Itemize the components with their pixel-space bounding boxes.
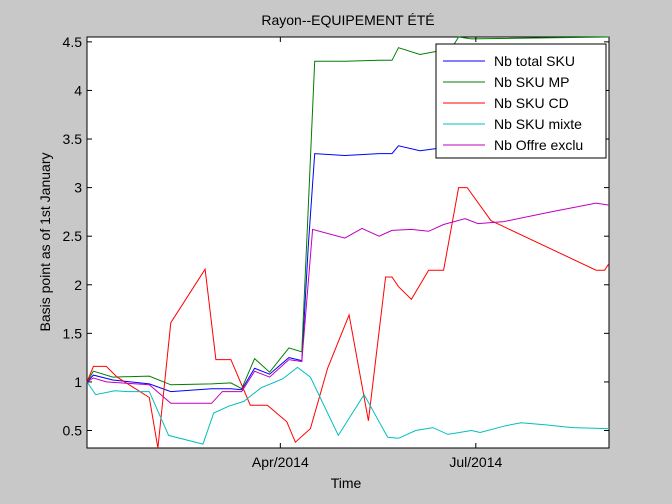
series-line-2 xyxy=(86,187,610,449)
chart-title: Rayon--EQUIPEMENT ÉTÉ xyxy=(261,12,434,28)
y-tick-label: 4.5 xyxy=(63,34,83,50)
y-axis-label: Basis point as of 1st January xyxy=(37,153,53,332)
series-line-3 xyxy=(86,366,610,445)
legend-label: Nb SKU MP xyxy=(494,74,569,90)
legend-label: Nb SKU mixte xyxy=(494,116,582,132)
x-tick-label: Jul/2014 xyxy=(449,454,502,470)
series-line-4 xyxy=(86,202,610,404)
legend-label: Nb SKU CD xyxy=(494,95,569,111)
legend: Nb total SKU Nb SKU MP Nb SKU CD Nb SKU mix… xyxy=(435,43,607,159)
y-tick-label: 1.5 xyxy=(63,325,83,341)
legend-label: Nb Offre exclu xyxy=(494,137,583,153)
y-tick-label: 3 xyxy=(74,180,82,196)
y-tick-label: 0.5 xyxy=(63,423,83,439)
y-tick-label: 3.5 xyxy=(63,131,83,147)
legend-box xyxy=(435,43,607,159)
y-tick-label: 2.5 xyxy=(63,228,83,244)
legend-label: Nb total SKU xyxy=(494,53,575,69)
y-tick-label: 4 xyxy=(74,82,82,98)
tick-layer: 0.5 1 1.5 2 2.5 3 3.5 4 4.5 Apr/2014 Jul/2014 xyxy=(63,34,609,470)
y-tick-label: 1 xyxy=(74,374,82,390)
x-tick-label: Apr/2014 xyxy=(252,454,309,470)
y-tick-label: 2 xyxy=(74,277,82,293)
x-axis-label: Time xyxy=(331,475,362,491)
